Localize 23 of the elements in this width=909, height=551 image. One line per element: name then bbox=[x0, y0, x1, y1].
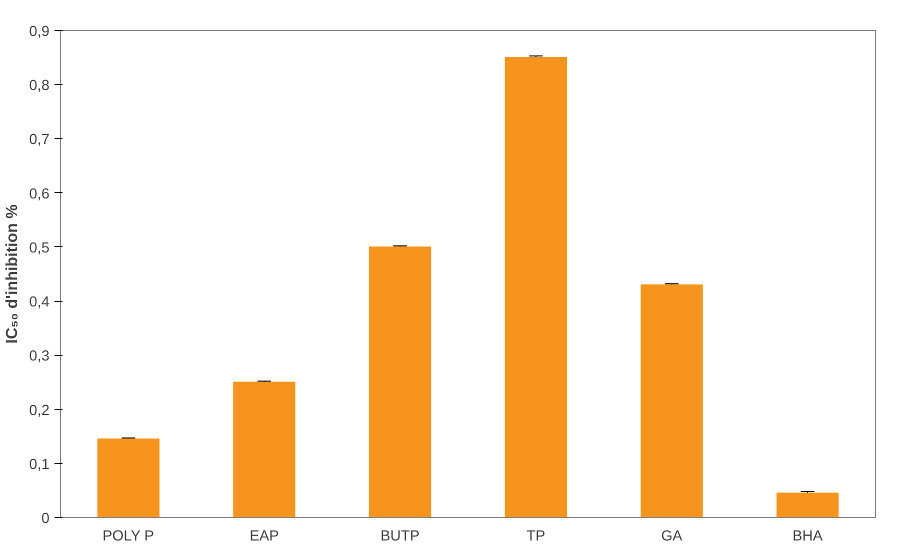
bar bbox=[640, 284, 703, 518]
y-tick-label: 0,2 bbox=[29, 402, 50, 419]
x-tick-label: TP bbox=[526, 528, 546, 544]
y-tick-label: 0,5 bbox=[29, 240, 50, 256]
bar bbox=[504, 57, 567, 518]
y-axis-title: IC₅₀ d'inhibition % bbox=[4, 204, 22, 344]
y-tick-label: 0,6 bbox=[29, 186, 50, 202]
bar bbox=[97, 438, 160, 518]
y-tick-label: 0,8 bbox=[29, 78, 50, 94]
x-tick-label: BUTP bbox=[380, 528, 420, 544]
bar bbox=[233, 382, 296, 518]
x-tick-label: GA bbox=[661, 528, 683, 544]
bar bbox=[776, 492, 839, 518]
x-tick-label: POLY P bbox=[102, 528, 154, 544]
y-tick-label: 0,9 bbox=[29, 24, 50, 40]
bar bbox=[369, 246, 432, 518]
y-tick-label: 0,1 bbox=[29, 456, 50, 473]
y-tick-label: 0,4 bbox=[29, 294, 50, 311]
y-tick-label: 0,7 bbox=[29, 132, 50, 148]
y-tick-label: 0 bbox=[41, 511, 50, 527]
x-tick-label: EAP bbox=[250, 528, 279, 544]
x-tick-label: BHA bbox=[792, 528, 823, 544]
y-tick-label: 0,3 bbox=[29, 348, 50, 365]
